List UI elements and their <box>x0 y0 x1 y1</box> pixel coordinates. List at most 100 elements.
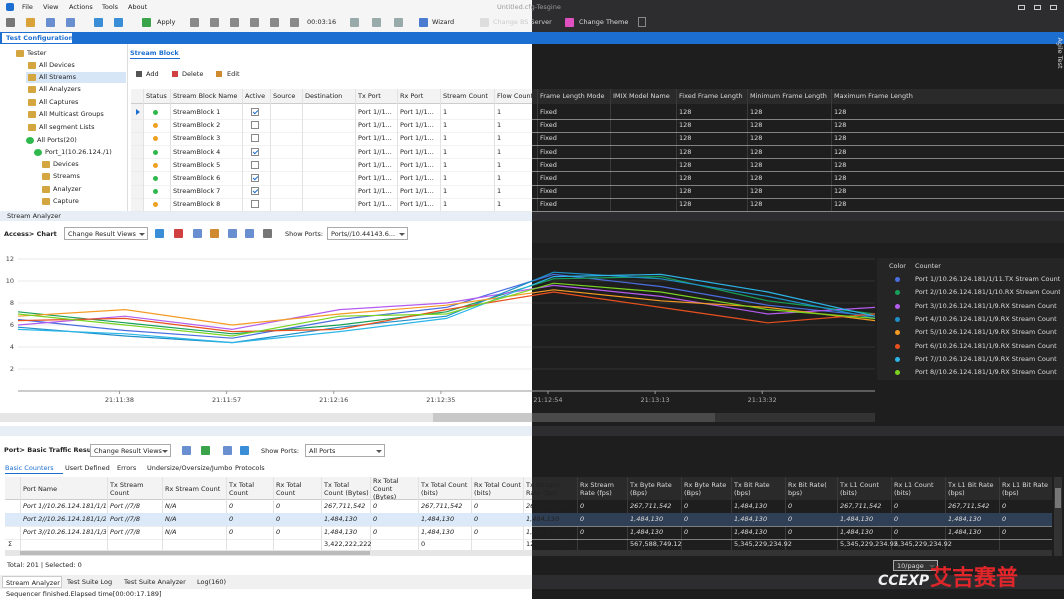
toolbar-icon[interactable] <box>240 446 249 455</box>
results-tab[interactable]: Basic Counters <box>5 462 63 474</box>
column-header[interactable]: Rx Total Count <box>276 477 320 500</box>
column-header[interactable]: Active <box>245 89 270 104</box>
column-header[interactable]: Rx Total Count (Bytes) <box>373 477 417 500</box>
column-header[interactable]: Rx Stream Count <box>165 477 225 500</box>
bottom-tab[interactable]: Test Suite Log <box>64 576 119 588</box>
theme-button[interactable]: Change Theme <box>579 16 639 28</box>
h-scrollbar-thumb[interactable] <box>20 551 370 555</box>
toolbar-icon[interactable] <box>223 446 232 455</box>
tree-item[interactable]: All Captures <box>39 97 129 107</box>
column-header[interactable]: Rx Port <box>400 89 440 104</box>
bottom-tab[interactable]: Test Suite Analyzer <box>121 576 193 588</box>
active-checkbox[interactable] <box>251 200 259 208</box>
toolbar-icon[interactable] <box>228 229 237 238</box>
column-header[interactable]: Port Name <box>23 477 106 500</box>
tree-item[interactable]: All Streams <box>39 72 129 82</box>
column-header[interactable]: Source <box>273 89 302 104</box>
tree-item[interactable]: Devices <box>53 159 143 169</box>
toolbar-dropdown[interactable] <box>638 17 646 27</box>
toolbar-icon[interactable] <box>174 229 183 238</box>
column-header[interactable]: Tx Total Count (bits) <box>421 477 470 500</box>
bs-server-button[interactable]: Change BS Server <box>493 16 553 28</box>
toolbar-icon[interactable] <box>480 18 489 27</box>
toolbar-icon[interactable] <box>190 18 199 27</box>
column-header[interactable]: Tx Stream Rate (fps) <box>526 477 576 500</box>
column-header[interactable]: Tx Port <box>358 89 397 104</box>
column-header[interactable]: Fixed Frame Length <box>679 89 747 104</box>
tree-item[interactable]: All Devices <box>39 60 129 70</box>
toolbar-icon[interactable] <box>419 18 428 27</box>
column-header[interactable]: Rx Byte Rate (Bps) <box>684 477 730 500</box>
column-header[interactable]: Stream Block Name <box>173 89 242 104</box>
column-header[interactable]: Stream Count <box>443 89 494 104</box>
active-checkbox[interactable] <box>251 161 259 169</box>
toolbar-icon[interactable] <box>182 446 191 455</box>
column-header[interactable]: Rx L1 Count (bits) <box>894 477 944 500</box>
tree-item[interactable]: All Ports(20) <box>37 135 127 145</box>
toolbar-icon[interactable] <box>46 18 55 27</box>
window-control[interactable] <box>1050 5 1057 10</box>
menu-item[interactable]: About <box>128 1 158 13</box>
results-tab[interactable]: Protocols <box>235 462 275 474</box>
column-header[interactable]: Tx Total Count <box>229 477 272 500</box>
toolbar-icon[interactable] <box>142 18 151 27</box>
side-tab[interactable]: Agile Test <box>1055 23 1064 83</box>
column-header[interactable]: Status <box>146 89 170 104</box>
column-header[interactable]: Rx Total Count (bits) <box>474 477 522 500</box>
column-header[interactable]: Rx Bit Rate( bps) <box>788 477 836 500</box>
active-checkbox[interactable] <box>251 121 259 129</box>
column-header[interactable]: Tx L1 Bit Rate (bps) <box>948 477 998 500</box>
column-header[interactable]: Tx Bit Rate (bps) <box>734 477 784 500</box>
bottom-tab[interactable]: Log(160) <box>194 576 230 588</box>
column-header[interactable]: Tx L1 Count (bits) <box>840 477 890 500</box>
change-views-dropdown[interactable]: Change Result Views <box>64 227 148 240</box>
column-header[interactable]: Maximum Frame Length <box>834 89 1064 104</box>
toolbar-icon[interactable] <box>6 18 15 27</box>
toolbar-icon[interactable] <box>350 18 359 27</box>
toolbar-icon[interactable] <box>66 18 75 27</box>
window-control[interactable] <box>1018 5 1025 10</box>
results-tab[interactable]: Errors <box>117 462 145 474</box>
tree-item[interactable]: All segment Lists <box>39 122 129 132</box>
toolbar-icon[interactable] <box>250 18 259 27</box>
action-button[interactable]: Delete <box>182 68 217 80</box>
toolbar-icon[interactable] <box>565 18 574 27</box>
toolbar-icon[interactable] <box>245 229 254 238</box>
toolbar-icon[interactable] <box>394 18 403 27</box>
toolbar-icon[interactable] <box>372 18 381 27</box>
column-header[interactable]: Rx L1 Bit Rate (bps) <box>1002 477 1051 500</box>
tree-item[interactable]: Streams <box>53 171 143 181</box>
toolbar-icon[interactable] <box>290 18 299 27</box>
tree-item[interactable]: Analyzer <box>53 184 143 194</box>
results-tab[interactable]: Undersize/Oversize/Jumbo <box>147 462 233 474</box>
apply-button[interactable]: Apply <box>157 16 187 28</box>
tree-item[interactable]: Capture <box>53 196 143 206</box>
column-header[interactable]: Tx Byte Rate (Bps) <box>630 477 680 500</box>
toolbar-icon[interactable] <box>26 18 35 27</box>
scrollbar-thumb[interactable] <box>433 413 715 422</box>
toolbar-icon[interactable] <box>210 18 219 27</box>
toolbar-icon[interactable] <box>210 229 219 238</box>
active-checkbox[interactable] <box>251 148 259 156</box>
column-header[interactable]: Tx Stream Count <box>110 477 161 500</box>
ports-dropdown[interactable]: All Ports <box>305 444 385 457</box>
column-header[interactable]: Frame Length Mode <box>540 89 610 104</box>
column-header[interactable]: Minimum Frame Length <box>750 89 831 104</box>
toolbar-icon[interactable] <box>155 229 164 238</box>
toolbar-icon[interactable] <box>114 18 123 27</box>
column-header[interactable]: IMIX Model Name <box>613 89 676 104</box>
toolbar-icon[interactable] <box>201 446 210 455</box>
change-views-dropdown[interactable]: Change Result Views <box>90 444 171 457</box>
tree-item[interactable]: Port_1(10.26.124./1) <box>45 147 135 157</box>
active-checkbox[interactable] <box>251 134 259 142</box>
results-tab[interactable]: Usert Defined <box>65 462 115 474</box>
ports-dropdown[interactable]: Ports//10.44143.6... <box>327 227 408 240</box>
stream-block-tab[interactable]: Stream Block <box>130 48 180 59</box>
toolbar-icon[interactable] <box>94 18 103 27</box>
column-header[interactable]: Destination <box>305 89 355 104</box>
active-checkbox[interactable] <box>251 187 259 195</box>
tree-item[interactable]: All Multicast Groups <box>39 109 129 119</box>
v-scrollbar-thumb[interactable] <box>1055 488 1061 508</box>
toolbar-icon[interactable] <box>193 229 202 238</box>
column-header[interactable]: Tx Total Count (Bytes) <box>324 477 369 500</box>
